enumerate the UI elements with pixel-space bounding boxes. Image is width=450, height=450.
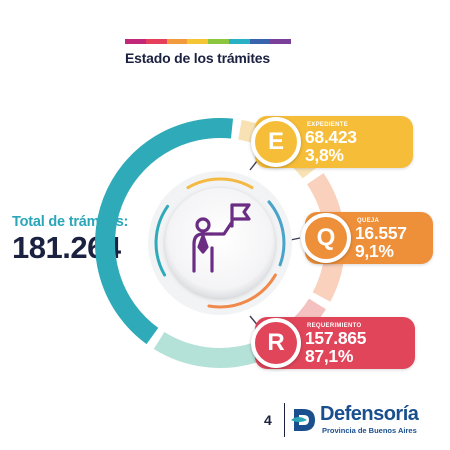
title-bar-segment xyxy=(187,39,208,44)
ring-segment xyxy=(95,118,234,345)
title-bar-segment xyxy=(249,39,271,44)
card-requerimiento: R REQUERIMIENTO 157.865 87,1% xyxy=(251,317,415,369)
card-category-label: EXPEDIENTE xyxy=(307,122,349,128)
inner-arc xyxy=(207,273,277,309)
badge-letter: E xyxy=(267,128,284,155)
card-category-label: QUEJA xyxy=(357,218,380,224)
ring-segment xyxy=(153,331,259,368)
title-bar-segment xyxy=(166,39,188,44)
title-bar-segment xyxy=(145,39,167,44)
badge-r: R xyxy=(251,318,301,368)
card-expediente: E EXPEDIENTE 68.423 3,8% xyxy=(251,116,413,168)
badge-letter: R xyxy=(267,329,285,356)
inner-accent-arcs xyxy=(154,177,286,309)
brand-subtitle: Provincia de Buenos Aires xyxy=(322,426,417,435)
page-number: 4 xyxy=(264,412,272,428)
badge-q: Q xyxy=(301,213,351,263)
page-title: Estado de los trámites xyxy=(125,50,270,66)
title-color-bar xyxy=(125,39,291,44)
badge-e: E xyxy=(251,117,301,167)
card-value: 68.423 xyxy=(305,127,357,147)
brand-name: Defensoría xyxy=(320,403,419,425)
badge-letter: Q xyxy=(316,224,336,251)
card-percent: 3,8% xyxy=(305,145,344,165)
title-bar-segment xyxy=(208,39,229,44)
title-bar-segment xyxy=(125,39,146,44)
card-percent: 9,1% xyxy=(355,241,394,261)
presenter-with-flag-icon xyxy=(192,203,251,273)
inner-arc xyxy=(154,204,170,277)
card-category-label: REQUERIMIENTO xyxy=(307,323,362,329)
footer-divider xyxy=(284,403,285,437)
card-value: 16.557 xyxy=(355,223,407,243)
defensoria-logo-icon xyxy=(291,409,315,431)
card-percent: 87,1% xyxy=(305,346,354,366)
card-value: 157.865 xyxy=(305,328,367,348)
title-bar-segment xyxy=(228,39,250,44)
inner-arc xyxy=(267,200,286,267)
title-bar-segment xyxy=(270,39,291,44)
center-disc xyxy=(165,188,275,298)
inner-arc xyxy=(186,177,254,190)
card-queja: Q QUEJA 16.557 9,1% xyxy=(301,212,433,264)
